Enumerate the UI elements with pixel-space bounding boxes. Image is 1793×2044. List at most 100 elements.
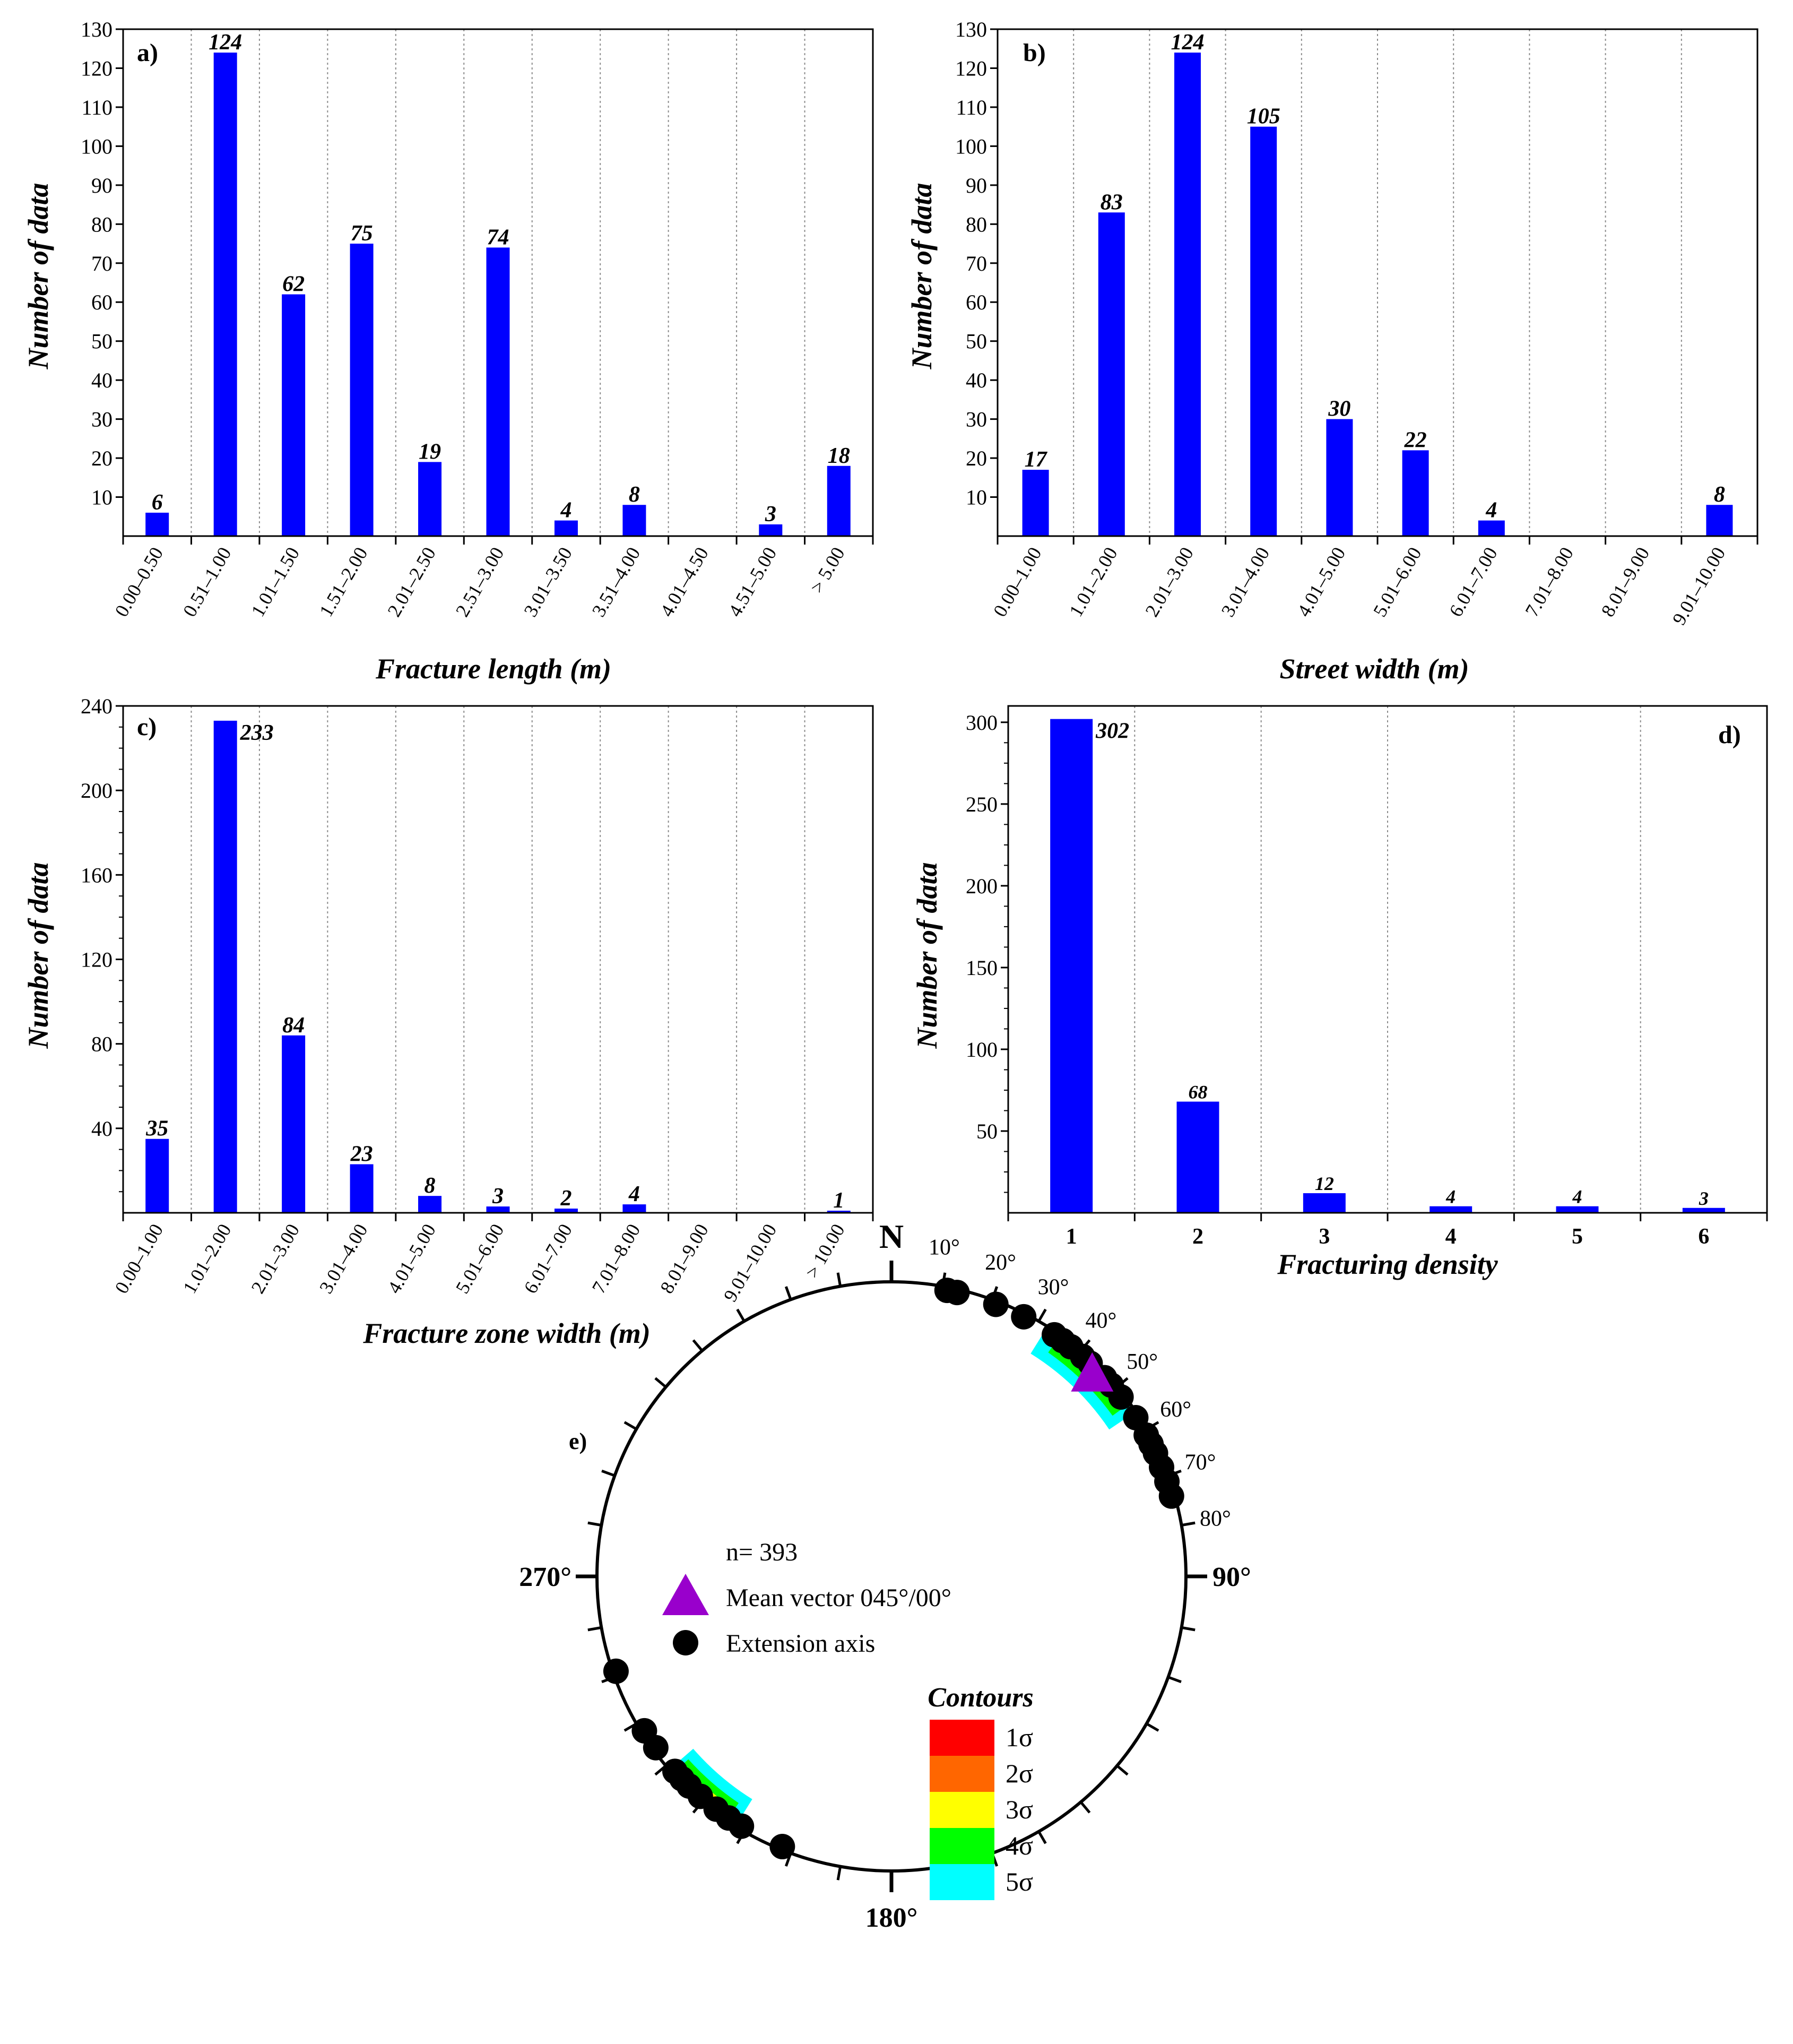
- y-tick-label: 200: [81, 779, 112, 803]
- extension-axis-point: [1011, 1304, 1037, 1330]
- y-tick-label: 120: [81, 56, 112, 80]
- bar: [1050, 719, 1093, 1213]
- contour-swatch: [930, 1864, 994, 1900]
- data-label: 4: [560, 498, 571, 523]
- bar: [486, 247, 510, 536]
- azimuth-tick: [1079, 1801, 1091, 1814]
- y-tick-label: 90: [966, 174, 987, 197]
- panel-a-fracture-length: 6 124 62 75 19 74 4 8 3 18 10 20 30 40 50 60 70 80 90 100 11…: [22, 18, 874, 685]
- y-tick-label: 20: [966, 446, 987, 470]
- y-tick-label: 70: [966, 252, 987, 275]
- azimuth-tick: [784, 1286, 792, 1300]
- contour-swatch: [930, 1720, 994, 1756]
- y-tick-label: 80: [91, 1032, 112, 1056]
- bar: [827, 465, 851, 536]
- panel-label: a): [137, 39, 158, 67]
- azimuth-label: 20°: [985, 1250, 1016, 1275]
- bar: [1098, 212, 1125, 536]
- data-label: 30: [1328, 397, 1350, 421]
- x-tick-label: 4.51–5.00: [724, 544, 781, 620]
- west-label: 270°: [519, 1562, 571, 1592]
- south-label: 180°: [865, 1903, 918, 1933]
- x-axis-title: Street width (m): [1279, 653, 1469, 685]
- y-tick-label: 50: [966, 330, 987, 353]
- bar: [1682, 1208, 1725, 1213]
- x-tick-label: 6: [1698, 1224, 1709, 1249]
- bar: [350, 244, 374, 536]
- y-tick-label: 160: [81, 863, 112, 887]
- x-tick-label: 5: [1572, 1224, 1583, 1249]
- data-label: 124: [209, 30, 242, 55]
- y-tick-label: 110: [956, 96, 987, 119]
- bar: [1250, 126, 1277, 537]
- y-tick-label: 100: [966, 1038, 998, 1062]
- y-tick-label: 120: [81, 948, 112, 972]
- panel-c-fracture-zone-width: 35 233 84 23 8 3 2 4 1 40 80 120 160 200 240 0.00–1.00 1…: [22, 694, 874, 1349]
- azimuth-tick: [1146, 1722, 1159, 1732]
- bar: [145, 512, 169, 536]
- x-tick-label: 4: [1445, 1224, 1457, 1249]
- x-tick-label: 0.00–0.50: [111, 544, 168, 620]
- x-tick-label: 2.01–3.00: [1141, 544, 1198, 620]
- x-tick-label: 7.01–8.00: [1521, 544, 1578, 620]
- extension-axis-point: [769, 1834, 795, 1860]
- y-tick-label: 240: [81, 694, 112, 718]
- x-tick-label: 4.01–4.50: [656, 544, 713, 620]
- data-label: 105: [1247, 105, 1280, 129]
- azimuth-label: 10°: [929, 1236, 960, 1260]
- panel-label: e): [569, 1428, 587, 1454]
- data-label: 4: [1485, 498, 1497, 523]
- data-label: 75: [351, 221, 373, 246]
- extension-axis-point: [1108, 1384, 1134, 1410]
- data-label: 84: [282, 1013, 305, 1038]
- bar: [1430, 1206, 1472, 1213]
- azimuth-label: 40°: [1086, 1308, 1117, 1333]
- bar: [213, 720, 237, 1213]
- bar: [1326, 419, 1353, 536]
- data-label: 19: [419, 439, 441, 464]
- y-tick-label: 200: [966, 874, 998, 898]
- x-tick-label: 2.01–2.50: [383, 544, 440, 620]
- x-tick-label: 3.51–4.00: [588, 544, 645, 620]
- x-tick-label: 9.01–10.00: [1668, 544, 1730, 628]
- azimuth-tick: [587, 1521, 602, 1527]
- data-label: 3: [1699, 1188, 1709, 1209]
- azimuth-label: 30°: [1038, 1275, 1069, 1299]
- bar: [1022, 470, 1049, 536]
- x-tick-label: 4.01–5.00: [383, 1220, 440, 1297]
- bar: [1706, 505, 1733, 536]
- azimuth-label: 50°: [1127, 1350, 1158, 1374]
- data-label: 83: [1101, 190, 1123, 214]
- bar: [1176, 1101, 1219, 1213]
- y-tick-label: 90: [91, 174, 112, 197]
- x-tick-label: > 10.00: [801, 1220, 849, 1282]
- y-tick-label: 10: [91, 486, 112, 510]
- bar: [1478, 520, 1505, 536]
- extension-axis-point: [662, 1758, 688, 1784]
- data-label: 12: [1315, 1173, 1334, 1194]
- y-tick-label: 10: [966, 486, 987, 510]
- contour-level-label: 2σ: [1006, 1758, 1033, 1788]
- y-axis-title: Number of data: [911, 863, 943, 1049]
- panel-label: c): [137, 713, 157, 741]
- x-tick-label: 0.51–1.00: [179, 544, 236, 620]
- sample-count: n= 393: [726, 1538, 798, 1566]
- data-label: 8: [425, 1174, 436, 1198]
- azimuth-tick: [587, 1626, 602, 1632]
- x-tick-label: 6.01–7.00: [1445, 544, 1502, 620]
- data-label: 74: [487, 225, 509, 249]
- legend-extension-axis-swatch: [673, 1630, 698, 1655]
- x-tick-label: 6.01–7.00: [519, 1220, 576, 1297]
- azimuth-label: 60°: [1160, 1398, 1191, 1422]
- x-tick-label: 1.01–2.00: [179, 1220, 236, 1297]
- y-tick-label: 150: [966, 956, 998, 980]
- data-label: 8: [1714, 482, 1725, 507]
- east-label: 90°: [1212, 1562, 1251, 1592]
- plot-frame: [122, 28, 874, 537]
- azimuth-tick: [1116, 1764, 1129, 1776]
- y-tick-label: 60: [966, 290, 987, 314]
- data-label: 62: [282, 272, 305, 297]
- data-label: 1: [833, 1188, 844, 1213]
- x-tick-label: 4.01–5.00: [1293, 544, 1350, 620]
